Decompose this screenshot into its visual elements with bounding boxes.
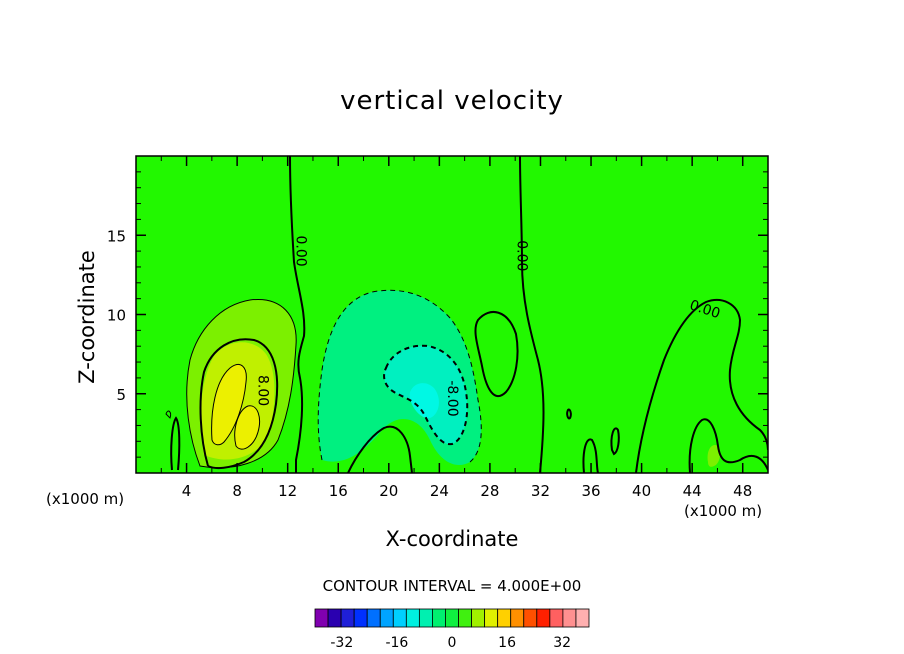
- colorbar-tick-label: -32: [330, 635, 353, 651]
- contour-fill-group: [186, 290, 721, 468]
- contour-label: 0.00: [514, 240, 530, 271]
- x-tick-label: 24: [430, 482, 449, 500]
- y-tick-label: 15: [107, 227, 126, 245]
- contour-fill-neg12: [409, 383, 439, 419]
- zero-contour-mid: [519, 156, 545, 473]
- colorbar-swatch: [327, 608, 342, 628]
- colorbar-swatch: [366, 608, 381, 628]
- colorbar-swatch: [497, 608, 512, 628]
- colorbar-swatch: [536, 608, 551, 628]
- colorbar-swatch: [405, 608, 420, 628]
- colorbar-tick-label: -16: [385, 635, 408, 651]
- colorbar-tick-label: 16: [498, 635, 516, 651]
- colorbar-swatch: [379, 608, 394, 628]
- x-unit-right: (x1000 m): [684, 502, 763, 520]
- colorbar-swatch: [340, 608, 355, 628]
- zero-contour-left: [289, 156, 306, 473]
- x-tick-label: 12: [278, 482, 297, 500]
- colorbar-swatch: [458, 608, 472, 628]
- x-tick-label: 20: [379, 482, 398, 500]
- zero-contour-lobe: [199, 338, 279, 470]
- colorbar: -32 -16 0 16 32: [314, 608, 590, 651]
- small-contour-3: [610, 427, 620, 456]
- colorbar-swatch: [471, 608, 486, 628]
- colorbar-swatch: [510, 608, 525, 628]
- thin-contour-pos12: [211, 364, 247, 446]
- small-contour-4: [688, 418, 768, 473]
- small-contour-5: [165, 410, 171, 419]
- colorbar-swatch: [549, 608, 564, 628]
- colorbar-swatch: [432, 608, 446, 628]
- colorbar-swatch: [575, 608, 590, 628]
- colorbar-swatch: [418, 608, 433, 628]
- x-tick-label: 28: [480, 482, 499, 500]
- colorbar-swatch: [445, 608, 459, 628]
- y-ticks: 5 10 15: [107, 171, 768, 458]
- contour-fill-pos12b: [234, 405, 260, 450]
- chart-title: vertical velocity: [340, 86, 564, 116]
- colorbar-swatch: [392, 608, 407, 628]
- thin-contour-pos4: [186, 299, 297, 469]
- contour-label: -8.00: [444, 380, 460, 416]
- small-contour-6: [170, 416, 181, 471]
- x-tick-label: 16: [329, 482, 348, 500]
- x-unit-left: (x1000 m): [46, 490, 125, 508]
- zero-contour-right: [635, 299, 768, 473]
- x-tick-label: 32: [531, 482, 550, 500]
- colorbar-swatch: [562, 608, 577, 628]
- colorbar-swatch: [523, 608, 538, 628]
- contour-label: 8.00: [254, 375, 270, 406]
- dashed-contour-neg8: [383, 344, 469, 446]
- small-contour-2: [582, 438, 599, 473]
- x-tick-label: 36: [581, 482, 600, 500]
- x-tick-label: 8: [232, 482, 242, 500]
- contour-fill-pos12: [211, 364, 247, 445]
- colorbar-tick-label: 32: [553, 635, 571, 651]
- colorbar-swatch: [314, 608, 329, 628]
- zero-contour-loop: [474, 310, 519, 398]
- y-tick-label: 5: [116, 386, 126, 404]
- x-tick-label: 44: [683, 482, 702, 500]
- x-tick-label: 40: [632, 482, 651, 500]
- contour-interval-text: CONTOUR INTERVAL = 4.000E+00: [322, 577, 582, 595]
- zero-contour-bottom: [347, 425, 413, 473]
- contour-labels: 0.00 0.000.008.00 -8.00: [254, 236, 722, 417]
- contour-label: 0.00: [292, 236, 308, 267]
- contour-fill-right-blob: [707, 444, 721, 467]
- x-axis-label: X-coordinate: [385, 527, 519, 551]
- thin-contour-pos12b: [234, 405, 261, 450]
- colorbar-tick-label: 0: [448, 635, 457, 651]
- colorbar-swatch: [484, 608, 499, 628]
- x-tick-label: 4: [182, 482, 192, 500]
- x-tick-label: 48: [733, 482, 752, 500]
- contour-lines: [165, 156, 768, 473]
- colorbar-swatch: [353, 608, 368, 628]
- y-tick-label: 10: [107, 307, 126, 325]
- dashed-contour-neg4: [317, 289, 482, 463]
- small-contour-1: [566, 408, 572, 420]
- x-ticks: 4 8 12 16 20 24 28 32 36 40 44 48: [160, 156, 752, 500]
